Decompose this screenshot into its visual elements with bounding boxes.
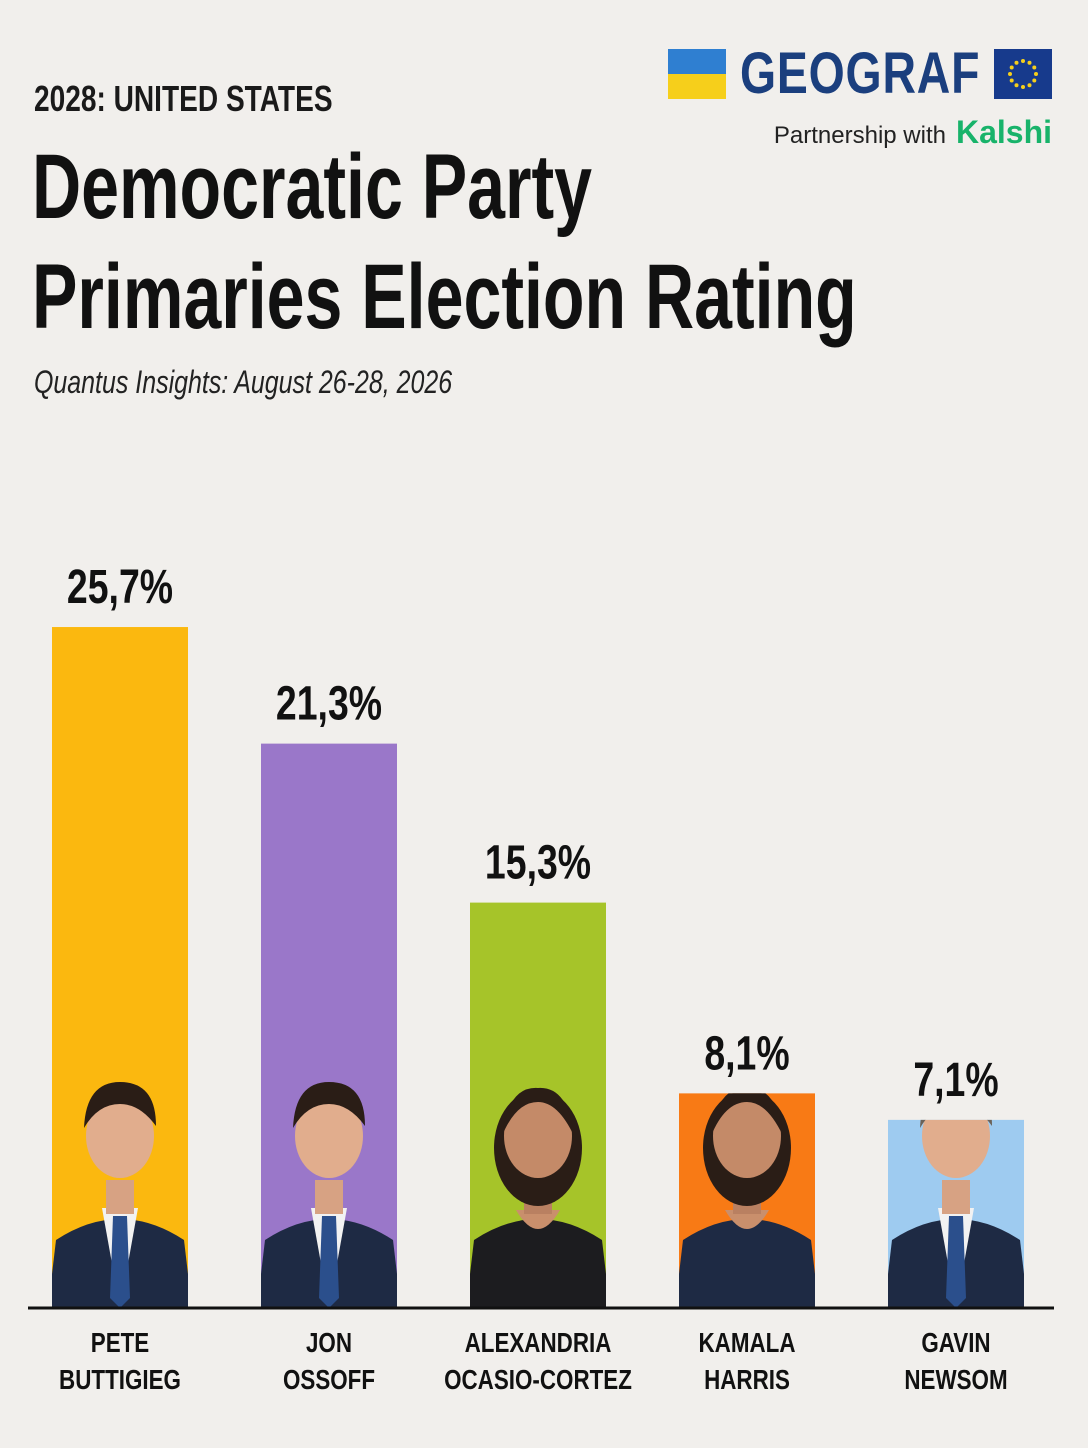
- category-label-line: OSSOFF: [283, 1365, 375, 1396]
- category-label-line: OCASIO-CORTEZ: [444, 1365, 632, 1396]
- bar-value-label: 7,1%: [913, 1053, 998, 1107]
- candidate-portrait: [261, 1082, 397, 1308]
- category-label-line: PETE: [91, 1328, 149, 1359]
- candidate-portrait: [888, 1119, 1024, 1308]
- bar-value-label: 25,7%: [67, 561, 173, 615]
- bar-value-label: 15,3%: [485, 836, 591, 890]
- category-label-line: NEWSOM: [904, 1365, 1007, 1396]
- partnership-line: Partnership with Kalshi: [774, 114, 1052, 151]
- candidate-portrait: [52, 1082, 188, 1308]
- category-label-line: JON: [306, 1328, 352, 1359]
- page-title: Democratic Party Primaries Election Rati…: [32, 132, 857, 352]
- category-label-line: GAVIN: [921, 1328, 990, 1359]
- ukraine-flag-icon: [667, 48, 726, 99]
- title-line-1: Democratic Party: [32, 136, 593, 238]
- category-label-line: BUTTIGIEG: [59, 1365, 181, 1396]
- eu-flag-icon: [994, 48, 1052, 99]
- kicker: 2028: UNITED STATES: [34, 78, 333, 119]
- category-label-line: HARRIS: [704, 1365, 790, 1396]
- title-line-2: Primaries Election Rating: [32, 246, 857, 348]
- bar-value-label: 8,1%: [704, 1027, 789, 1081]
- candidate-portrait: [470, 1087, 606, 1308]
- category-label-line: KAMALA: [698, 1328, 795, 1359]
- category-label-line: ALEXANDRIA: [465, 1328, 612, 1359]
- partnership-text: Partnership with: [773, 122, 946, 149]
- candidate-portrait: [679, 1093, 815, 1308]
- brand-logo: GEOGRAF: [667, 40, 1052, 107]
- partner-name: Kalshi: [955, 114, 1052, 150]
- bar-value-label: 21,3%: [276, 677, 382, 731]
- brand-name: GEOGRAF: [739, 41, 980, 106]
- subtitle: Quantus Insights: August 26-28, 2026: [34, 364, 453, 400]
